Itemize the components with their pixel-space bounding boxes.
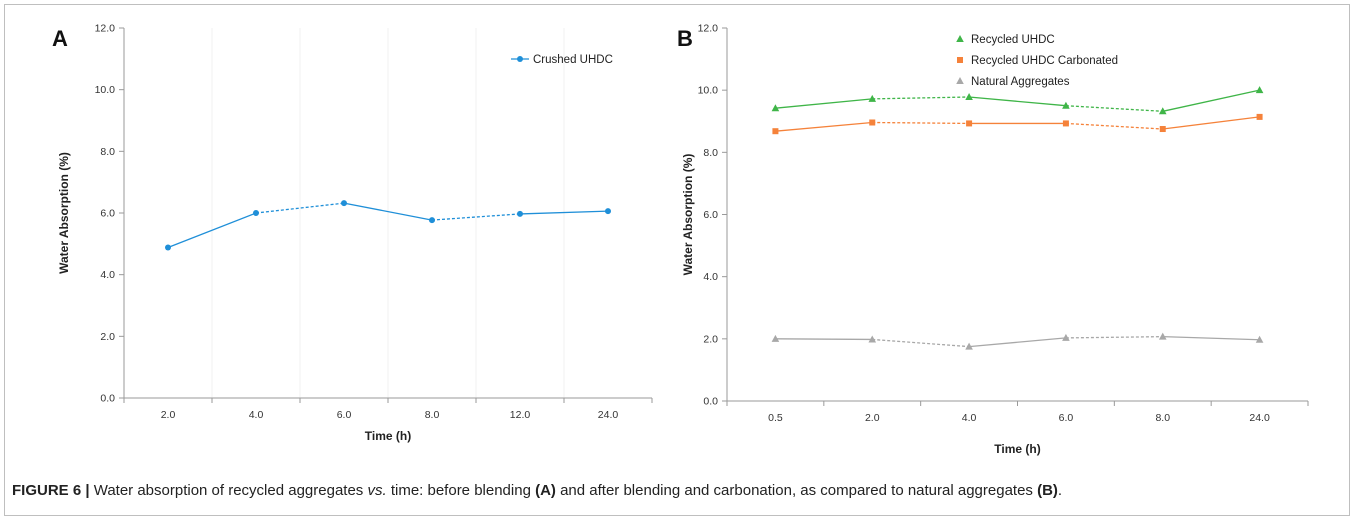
data-point [965,93,973,101]
x-tick-label: 8.0 [425,409,440,421]
data-point [165,244,171,251]
chart-b: B 0.0 2.0 4.0 6.0 8.0 10.0 12.0 0.5 2.0 4.0 6.0 8.0 2… [677,23,1309,456]
legend-label: Recycled UHDC [971,34,1055,46]
caption-text-1: Water absorption of recycled aggregates [89,482,368,499]
y-tick-label: 2.0 [703,333,718,345]
x-tick-label: 6.0 [337,409,352,421]
panel-label: B [677,26,693,51]
x-tick-label: 0.5 [768,412,783,424]
figure-frame [4,4,1350,516]
data-point [1062,120,1069,127]
data-point [341,200,347,207]
legend-marker [956,35,964,42]
y-tick-label: 10.0 [698,85,719,97]
x-tick-label: 2.0 [865,412,880,424]
series-line-segment [775,338,873,341]
data-point [869,119,876,126]
data-point [517,210,523,217]
legend-marker [956,77,964,84]
panel-label: A [52,26,68,51]
legend-label: Crushed UHDC [533,54,613,66]
series-line-segment [969,337,1066,348]
y-tick-label: 12.0 [95,23,116,35]
y-tick-label: 6.0 [703,209,718,221]
data-point [771,334,780,342]
caption-label: FIGURE 6 | [12,482,90,499]
series-line-segment [969,96,1066,107]
y-tick-label: 8.0 [703,147,718,159]
y-axis-title: Water Absorption (%) [57,152,71,274]
x-tick-label: 12.0 [510,409,531,421]
series-line-segment [1065,122,1163,130]
x-tick-label: 2.0 [161,409,176,421]
data-point [965,342,973,350]
data-point [771,104,780,112]
legend-marker [957,57,963,63]
data-point [868,94,877,102]
data-point [429,217,435,224]
chart-a: A 0.0 2.0 4.0 6.0 8.0 10.0 12.0 2.0 4.0 6.0 8.0 12.0… [52,23,653,443]
series-line-segment [519,210,609,215]
series-line-segment [872,121,970,125]
legend-marker [517,56,523,62]
series-line-segment [1065,336,1163,339]
x-tick-label: 6.0 [1059,412,1074,424]
y-tick-label: 0.0 [703,396,718,408]
series-line-segment [1162,89,1260,112]
caption-text-4: . [1057,482,1063,499]
x-tick-label: 8.0 [1155,412,1170,424]
series-line-segment [775,121,873,132]
series-line-segment [1162,336,1260,341]
y-tick-label: 4.0 [100,269,115,281]
x-axis-title: Time (h) [994,442,1040,456]
data-point [1062,101,1070,109]
data-point [772,128,779,135]
y-tick-label: 4.0 [703,271,718,283]
y-axis-title: Water Absorption (%) [681,154,695,276]
legend-label: Recycled UHDC Carbonated [971,55,1118,67]
x-tick-label: 4.0 [962,412,977,424]
legend-label: Natural Aggregates [971,76,1070,88]
series-line-segment [775,98,873,109]
figure-caption: FIGURE 6 | Water absorption of recycled … [12,481,1342,501]
series-line-segment [872,96,970,100]
y-tick-label: 10.0 [95,84,116,96]
data-point [1255,86,1264,94]
data-point [868,335,877,343]
caption-text-2: time: before blending [386,482,536,499]
caption-ref-b: (B) [1037,482,1058,499]
series-line-segment [343,202,433,221]
x-tick-label: 24.0 [1249,412,1270,424]
series-line-segment [167,212,257,249]
data-point [966,120,973,127]
y-tick-label: 12.0 [698,23,719,35]
caption-vs: vs. [367,482,387,499]
series-line-segment [872,338,970,348]
data-point [1158,332,1167,340]
caption-text-3: and after blending and carbonation, as c… [555,482,1038,499]
data-point [1158,107,1167,115]
data-point [605,208,611,215]
series-line-segment [1162,116,1260,130]
data-point [253,210,259,216]
y-tick-label: 2.0 [100,331,115,343]
y-tick-label: 6.0 [100,208,115,220]
x-tick-label: 24.0 [598,409,619,421]
y-tick-label: 0.0 [100,393,115,405]
data-point [1062,333,1070,341]
caption-ref-a: (A) [535,482,556,499]
data-point [1256,113,1263,120]
y-tick-label: 8.0 [100,146,115,158]
series-line-segment [1065,105,1163,112]
data-point [1255,335,1264,343]
x-axis-title: Time (h) [365,429,411,443]
data-point [1159,126,1166,133]
x-tick-label: 4.0 [249,409,264,421]
